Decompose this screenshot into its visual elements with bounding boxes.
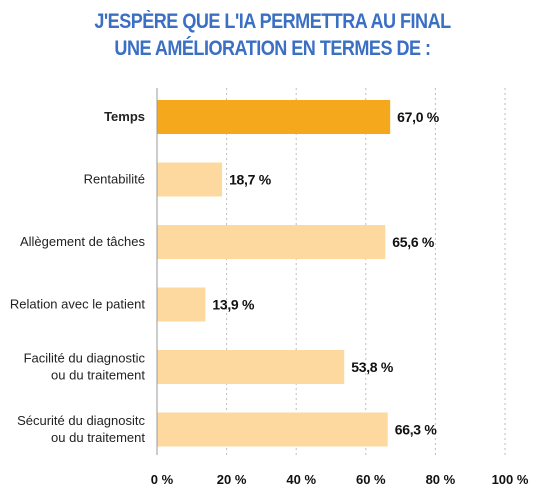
value-label-2: 65,6 %: [392, 234, 435, 250]
category-label-4-line-0: Facilité du diagnostic: [24, 351, 146, 366]
bar-0: [157, 100, 391, 134]
x-tick-label-20: 20 %: [217, 472, 247, 487]
category-label-0: Temps: [104, 109, 145, 124]
value-label-0: 67,0 %: [397, 109, 440, 125]
category-label-5: Sécurité du diagnositc ou du traitement: [17, 413, 145, 445]
bar-1: [157, 162, 223, 197]
category-label-5-line-0: Sécurité du diagnositc: [17, 413, 145, 428]
bar-5: [157, 412, 388, 447]
chart-title: J'ESPÈRE QUE L'IA PERMETTRA AU FINAL UNE…: [38, 8, 507, 62]
value-label-1: 18,7 %: [229, 172, 272, 188]
category-label-4-line-1: ou du traitement: [51, 368, 145, 383]
x-tick-label-80: 80 %: [426, 472, 456, 487]
category-label-2: Allègement de tâches: [20, 234, 146, 249]
category-label-3: Relation avec le patient: [10, 297, 146, 312]
category-label-2-line-0: Allègement de tâches: [20, 234, 146, 249]
x-tick-label-0: 0 %: [151, 472, 174, 487]
category-label-0-line-0: Temps: [104, 109, 145, 124]
category-label-1-line-0: Rentabilité: [84, 172, 145, 187]
x-tick-label-40: 40 %: [286, 472, 316, 487]
bar-4: [157, 350, 345, 384]
x-tick-label-100: 100 %: [492, 472, 529, 487]
value-label-3: 13,9 %: [212, 297, 255, 313]
category-label-1: Rentabilité: [84, 172, 145, 187]
category-label-3-line-0: Relation avec le patient: [10, 297, 146, 312]
chart-title-line-2: UNE AMÉLIORATION EN TERMES DE :: [114, 37, 431, 60]
chart-title-line-1: J'ESPÈRE QUE L'IA PERMETTRA AU FINAL: [94, 10, 451, 33]
category-label-4: Facilité du diagnostic ou du traitement: [24, 351, 146, 383]
bar-2: [157, 225, 386, 259]
x-tick-label-60: 60 %: [356, 472, 386, 487]
category-label-5-line-1: ou du traitement: [51, 430, 145, 445]
value-label-5: 66,3 %: [395, 422, 438, 438]
value-label-4: 53,8 %: [351, 359, 394, 375]
bar-3: [157, 287, 206, 322]
